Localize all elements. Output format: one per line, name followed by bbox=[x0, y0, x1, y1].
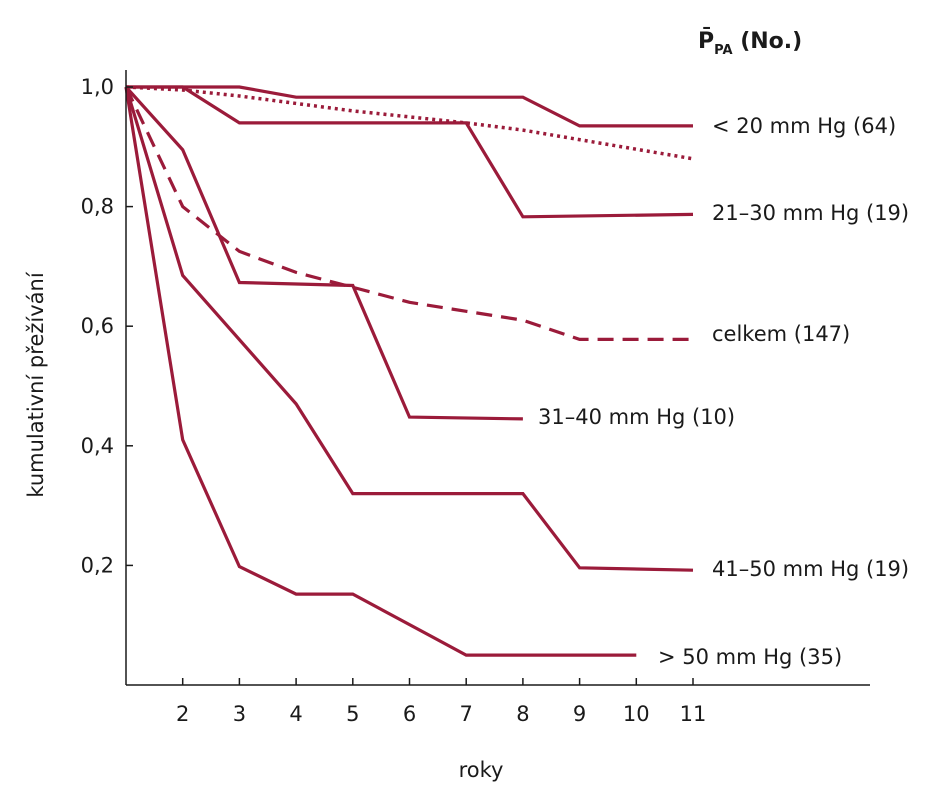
y-tick-label: 1,0 bbox=[81, 75, 114, 99]
y-tick-label: 0,6 bbox=[81, 314, 114, 338]
series-label: celkem (147) bbox=[712, 322, 850, 346]
series-line-solid bbox=[126, 85, 693, 128]
x-tick-label: 10 bbox=[623, 702, 650, 726]
x-tick-label: 4 bbox=[289, 702, 302, 726]
legend-title-suffix: (No.) bbox=[733, 29, 803, 54]
y-tick-label: 0,8 bbox=[81, 195, 114, 219]
series-line-solid bbox=[124, 85, 523, 421]
x-tick-label: 9 bbox=[573, 702, 586, 726]
series-line-dashed bbox=[124, 86, 693, 341]
axes-layer bbox=[125, 70, 870, 686]
x-tick-label: 5 bbox=[346, 702, 359, 726]
series-line-dotted bbox=[125, 85, 694, 161]
x-axis-title: roky bbox=[459, 758, 504, 782]
x-tick-label: 8 bbox=[516, 702, 529, 726]
x-tick-label: 2 bbox=[176, 702, 189, 726]
series-layer bbox=[124, 85, 694, 657]
legend-title: P̄PA (No.) bbox=[698, 28, 802, 58]
series-labels: < 20 mm Hg (64) 21–30 mm Hg (19) celkem (1… bbox=[538, 114, 909, 669]
y-tick-label: 0,4 bbox=[81, 434, 114, 458]
series-line-solid bbox=[126, 85, 694, 219]
series-line-solid bbox=[124, 86, 637, 657]
y-axis-title: kumulativní přežívání bbox=[24, 271, 48, 497]
legend-title-subscript: PA bbox=[714, 43, 732, 58]
x-tick-label: 7 bbox=[460, 702, 473, 726]
series-label: > 50 mm Hg (35) bbox=[658, 645, 842, 669]
series-label: < 20 mm Hg (64) bbox=[712, 114, 896, 138]
legend-title-main: P̄ bbox=[698, 28, 714, 54]
series-label: 31–40 mm Hg (10) bbox=[538, 405, 735, 429]
y-tick-label: 0,2 bbox=[81, 553, 114, 577]
x-tick-label: 6 bbox=[403, 702, 416, 726]
series-line-solid bbox=[124, 86, 694, 572]
series-label: 41–50 mm Hg (19) bbox=[712, 557, 909, 581]
ticks-layer: 2 3 4 5 6 7 8 9 10 11 0,2 0,4 0,6 0,8 1,0 bbox=[81, 75, 707, 726]
x-tick-label: 3 bbox=[233, 702, 246, 726]
x-tick-label: 11 bbox=[680, 702, 707, 726]
series-label: 21–30 mm Hg (19) bbox=[712, 201, 909, 225]
